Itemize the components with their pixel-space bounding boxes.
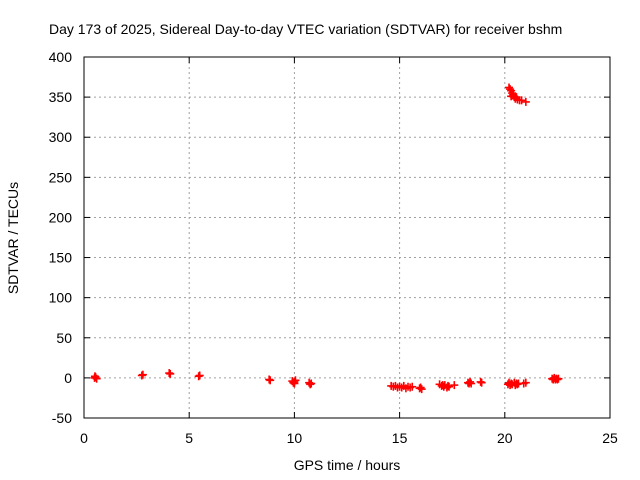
plot-frame	[83, 56, 611, 419]
data-point	[306, 380, 315, 389]
x-tick-label: 0	[80, 430, 88, 446]
y-tick-label: 250	[49, 169, 73, 185]
data-point	[466, 377, 475, 386]
y-tick-label: 300	[49, 129, 73, 145]
y-tick-label: 200	[49, 209, 73, 225]
data-point	[417, 385, 426, 394]
data-point	[90, 372, 99, 381]
x-axis-ticks: 0 5 10 15 20 25	[80, 57, 618, 446]
x-tick-label: 20	[497, 430, 513, 446]
data-point	[165, 369, 174, 378]
data-point	[476, 377, 485, 386]
chart-title: Day 173 of 2025, Sidereal Day-to-day VTE…	[49, 21, 562, 37]
data-point	[521, 97, 530, 106]
x-tick-label: 25	[602, 430, 618, 446]
data-points	[90, 83, 563, 394]
y-tick-label: 350	[49, 89, 73, 105]
data-point	[194, 372, 203, 381]
data-point	[137, 371, 146, 380]
data-point	[290, 379, 299, 388]
data-point	[265, 375, 274, 384]
data-point	[266, 376, 275, 385]
data-point	[553, 375, 562, 384]
data-point	[521, 378, 530, 387]
data-point	[450, 381, 459, 390]
y-tick-label: 100	[49, 290, 73, 306]
data-point	[408, 382, 417, 391]
y-axis-ticks: -50 0 50 100 150 200 250 300 350 400	[49, 49, 610, 426]
data-point	[195, 371, 204, 380]
data-point	[467, 379, 476, 388]
y-axis-label: SDTVAR / TECUs	[5, 182, 21, 294]
data-point	[506, 85, 515, 94]
data-point	[445, 382, 454, 391]
y-tick-label: 0	[64, 370, 72, 386]
data-point	[477, 378, 486, 387]
data-point	[443, 381, 452, 390]
x-tick-label: 5	[185, 430, 193, 446]
y-tick-label: 50	[56, 330, 72, 346]
data-point	[307, 379, 316, 388]
x-axis-label: GPS time / hours	[294, 457, 401, 473]
y-tick-label: 400	[49, 49, 73, 65]
data-point	[138, 370, 147, 379]
x-tick-label: 10	[287, 430, 303, 446]
data-point	[513, 380, 522, 389]
grid-lines	[84, 57, 610, 418]
data-point	[166, 369, 175, 378]
x-tick-label: 15	[392, 430, 408, 446]
y-tick-label: -50	[52, 410, 72, 426]
data-point	[517, 96, 526, 105]
data-point	[554, 374, 563, 383]
data-point	[416, 383, 425, 392]
y-tick-label: 150	[49, 250, 73, 266]
